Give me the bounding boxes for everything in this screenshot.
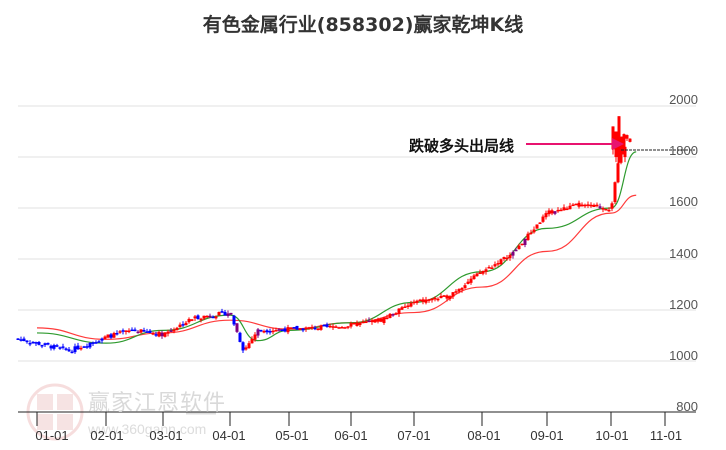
x-tick-09-01: 09-01 (530, 428, 564, 443)
x-tick-03-01: 03-01 (149, 428, 183, 443)
exit-signal-label: 跌破多头出局线 (409, 137, 515, 155)
watermark-text: 赢家江恩软件 (88, 391, 227, 416)
y-tick-1200: 1200 (669, 297, 698, 312)
x-tick-06-01: 06-01 (334, 428, 368, 443)
watermark-url: www.360gann.com (88, 421, 207, 437)
x-tick-01-01: 01-01 (35, 428, 69, 443)
x-tick-11-01: 11-01 (649, 428, 683, 443)
chart-title: 有色金属行业(858302)赢家乾坤K线 (202, 14, 524, 36)
x-tick-08-01: 08-01 (467, 428, 501, 443)
y-tick-800: 800 (676, 399, 698, 414)
y-tick-1400: 1400 (669, 246, 698, 261)
y-tick-1600: 1600 (669, 194, 698, 209)
x-tick-04-01: 04-01 (212, 428, 246, 443)
x-axis-ticks (36, 412, 666, 426)
candlesticks (16, 116, 632, 354)
y-tick-1000: 1000 (669, 348, 698, 363)
x-tick-07-01: 07-01 (397, 428, 431, 443)
y-tick-1800: 1800 (669, 143, 698, 158)
watermark-logo (26, 383, 84, 441)
ma-short-line (36, 151, 637, 344)
y-tick-2000: 2000 (669, 92, 698, 107)
annotation-arrow (526, 138, 624, 150)
x-tick-05-01: 05-01 (275, 428, 309, 443)
grid-lines (18, 105, 696, 362)
x-tick-02-01: 02-01 (90, 428, 124, 443)
x-tick-10-01: 10-01 (595, 428, 629, 443)
